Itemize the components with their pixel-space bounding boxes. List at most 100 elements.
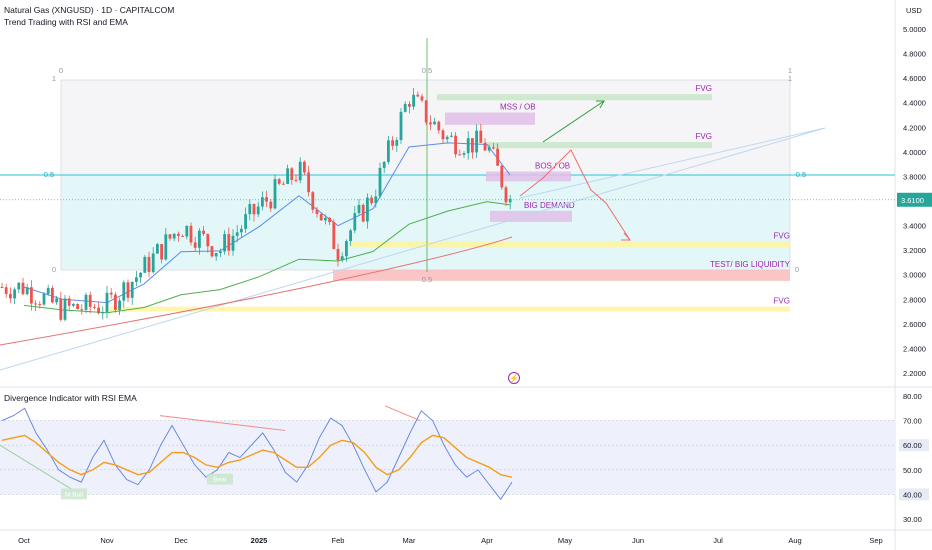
zone-label-2: FVG [696, 132, 712, 141]
candle-body [399, 111, 403, 141]
candle-body [311, 192, 315, 210]
ema-fast-line [23, 142, 511, 304]
fib-label-9: 1 [788, 74, 792, 83]
candle-body [248, 204, 252, 215]
candle-body [445, 136, 449, 140]
candle-body [378, 167, 382, 197]
candle-body [286, 168, 289, 184]
zone-2 [485, 142, 712, 149]
candle-body [122, 282, 126, 301]
candle-body [508, 198, 512, 203]
candle-body [55, 298, 58, 303]
candle-body [349, 230, 352, 242]
candle-body [51, 287, 54, 303]
time-tick: Nov [100, 536, 114, 545]
price-tick: 4.2000 [903, 123, 926, 132]
fib-label-4: 0.5 [796, 170, 806, 179]
candle-body [135, 277, 138, 282]
time-tick: Oct [18, 536, 31, 545]
candle-body [80, 309, 84, 311]
zone-label-4: BIG DEMAND [524, 201, 575, 210]
candle-body [387, 140, 390, 162]
divergence-label: M Bull [65, 491, 84, 498]
price-tick: 4.8000 [903, 50, 926, 59]
divergence-badge [61, 488, 87, 500]
zone-7 [110, 306, 790, 312]
candle-body [500, 165, 504, 188]
candle-body [429, 122, 432, 125]
rsi-level-badge [899, 488, 929, 501]
candle-body [437, 121, 441, 131]
price-tick: 4.4000 [903, 99, 926, 108]
time-tick: Mar [403, 536, 416, 545]
rsi-panel-title: Divergence Indicator with RSI EMA [4, 393, 137, 403]
time-tick: May [558, 536, 572, 545]
candle-body [198, 230, 201, 248]
indicator-name: Trend Trading with RSI and EMA [4, 17, 128, 27]
candle-body [206, 233, 210, 247]
candle-body [420, 96, 424, 101]
candle-body [450, 135, 453, 137]
candle-body [403, 103, 407, 112]
candle-body [483, 142, 487, 151]
zone-3 [486, 171, 571, 182]
zone-4 [490, 210, 572, 222]
fib-label-1: 1 [52, 74, 56, 83]
price-tick: 3.0000 [903, 271, 926, 280]
last-price-label: 3.6100 [901, 196, 924, 205]
chart-title: Natural Gas (XNGUSD) · 1D · CAPITALCOM [4, 5, 175, 15]
candle-body [462, 153, 466, 155]
candle-body [193, 242, 197, 248]
time-tick: Feb [332, 536, 345, 545]
lightning-glyph: ⚡ [509, 373, 519, 383]
rsi-tick: 70.00 [903, 417, 922, 426]
candle-body [147, 256, 151, 273]
candle-body [240, 228, 243, 233]
candle-body [63, 298, 67, 320]
candle-body [340, 256, 344, 261]
candle-body [105, 292, 109, 312]
rsi-band [0, 420, 895, 495]
candle-body [160, 244, 163, 260]
candle-body [0, 287, 4, 288]
candle-body [67, 298, 71, 306]
candle-body [395, 140, 399, 146]
candle-body [210, 246, 214, 257]
candle-body [72, 304, 75, 306]
candle-body [235, 232, 239, 236]
projection-arrowhead [621, 232, 632, 241]
candle-body [433, 121, 436, 125]
candle-body [303, 161, 306, 173]
rsi-series-1 [1, 434, 513, 478]
candle-body [412, 94, 415, 107]
rsi-tick: 30.00 [903, 515, 922, 524]
price-tick: 2.8000 [903, 295, 926, 304]
candle-body [88, 294, 92, 307]
candle-body [244, 214, 247, 229]
time-tick: Aug [788, 536, 801, 545]
bullish-arrowhead [596, 100, 605, 109]
candle-body [319, 213, 323, 221]
fib-lower-box [60, 174, 791, 271]
candle-body [164, 234, 168, 260]
candle-body [475, 130, 478, 153]
candle-body [382, 161, 386, 168]
price-tick: 4.6000 [903, 74, 926, 83]
trendline-short [519, 127, 826, 199]
candle-body [353, 213, 357, 231]
candle-body [487, 147, 491, 151]
candle-body [265, 197, 268, 202]
candle-body [139, 272, 142, 278]
time-tick: Jun [632, 536, 644, 545]
candle-body [345, 241, 348, 257]
candle-body [479, 130, 483, 143]
candle-body [156, 244, 159, 254]
candle-body [214, 253, 218, 257]
zone-label-5: FVG [774, 232, 790, 241]
candle-body [424, 100, 428, 123]
candle-body [168, 234, 172, 239]
projection-path [519, 149, 631, 241]
zone-0 [437, 94, 712, 101]
